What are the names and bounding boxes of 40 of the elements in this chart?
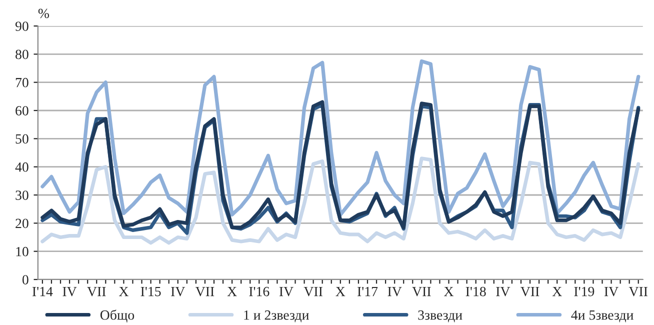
legend-label: Общо bbox=[100, 310, 134, 323]
x-tick-label: VII bbox=[195, 286, 214, 296]
legend-label: 4и 5звезди bbox=[571, 310, 634, 322]
y-tick-label: 80 bbox=[16, 50, 28, 60]
line-series bbox=[40, 59, 640, 217]
x-tick-label: I'15 bbox=[140, 286, 161, 296]
y-axis-title: % bbox=[38, 8, 50, 18]
x-tick-label: VII bbox=[304, 286, 322, 296]
x-tick-label: X bbox=[227, 286, 237, 296]
x-tick-label: I'19 bbox=[574, 286, 594, 296]
x-tick-label: IV bbox=[171, 286, 186, 296]
x-tick-label: VII bbox=[628, 286, 648, 296]
y-tick-label: 40 bbox=[15, 162, 28, 172]
x-tick-label: I'16 bbox=[249, 286, 270, 296]
y-tick-label: 0 bbox=[22, 275, 28, 284]
y-tick-label: 30 bbox=[16, 190, 28, 200]
legend-label: 1 и 2звезди bbox=[244, 310, 309, 322]
x-tick-label: VII bbox=[412, 286, 431, 296]
x-tick-label: X bbox=[552, 286, 562, 296]
y-tick-label: 10 bbox=[16, 246, 28, 256]
y-tick-label: 60 bbox=[16, 106, 28, 116]
legend-label: 3звезди bbox=[418, 310, 462, 322]
x-tick-label: IV bbox=[62, 286, 77, 296]
x-tick-label: I'18 bbox=[466, 286, 486, 296]
x-tick-label: X bbox=[119, 286, 128, 296]
x-tick-label: I'17 bbox=[357, 286, 378, 296]
x-tick-label: IV bbox=[496, 286, 510, 296]
x-tick-label: VII bbox=[87, 286, 106, 296]
line-series bbox=[40, 156, 640, 245]
x-tick-label: IV bbox=[279, 286, 294, 296]
x-tick-label: X bbox=[444, 286, 454, 296]
y-tick-label: 90 bbox=[15, 22, 28, 31]
x-tick-label: VII bbox=[520, 286, 540, 296]
x-tick-label: IV bbox=[604, 286, 618, 296]
x-tick-label: I'14 bbox=[32, 286, 53, 296]
y-tick-label: 70 bbox=[16, 78, 28, 88]
x-tick-label: X bbox=[336, 286, 346, 296]
x-tick-label: IV bbox=[388, 286, 402, 296]
y-tick-label: 50 bbox=[16, 134, 28, 144]
y-tick-label: 20 bbox=[16, 218, 28, 228]
